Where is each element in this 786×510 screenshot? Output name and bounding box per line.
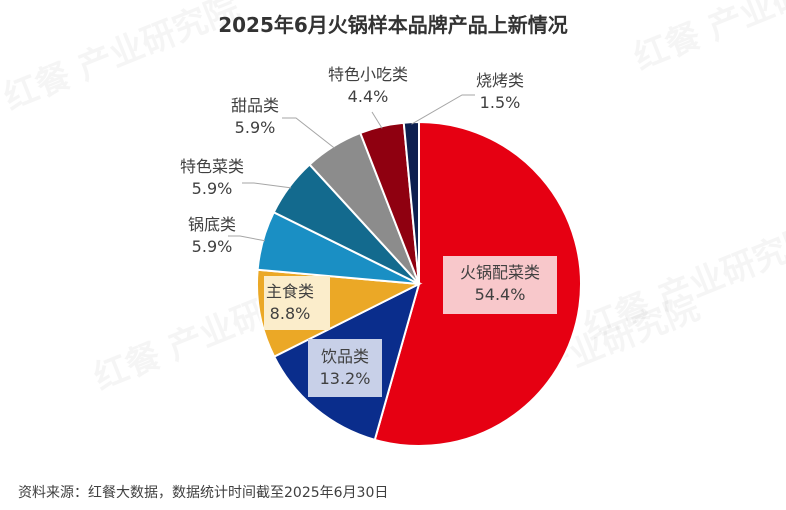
slice-label-3: 锅底类 5.9% bbox=[188, 215, 236, 256]
value-label: 54.4% bbox=[475, 285, 526, 304]
slice-label-box-0 bbox=[443, 256, 557, 314]
category-label: 主食类 bbox=[266, 282, 314, 301]
source-note: 资料来源：红餐大数据，数据统计时间截至2025年6月30日 bbox=[18, 485, 388, 501]
slice-label-box-2 bbox=[264, 276, 330, 330]
chart-title: 2025年6月火锅样本品牌产品上新情况 bbox=[218, 13, 568, 37]
slice-label-0: 火锅配菜类 54.4% bbox=[443, 256, 557, 314]
slice-7 bbox=[402, 120, 420, 285]
value-label: 1.5% bbox=[480, 93, 521, 112]
slice-label-6: 特色小吃类 4.4% bbox=[328, 65, 408, 106]
slice-label-4: 特色菜类 5.9% bbox=[180, 157, 244, 198]
slice-label-2: 主食类 8.8% bbox=[264, 276, 330, 330]
leader-line-4 bbox=[242, 182, 292, 189]
watermark-0: 红餐 产业研究院 bbox=[0, 0, 245, 118]
slice-label-5: 甜品类 5.9% bbox=[231, 96, 279, 137]
category-label: 甜品类 bbox=[231, 96, 279, 115]
leader-line-3 bbox=[228, 235, 265, 242]
category-label: 饮品类 bbox=[321, 347, 369, 366]
slice-label-box-1 bbox=[308, 339, 382, 397]
value-label: 8.8% bbox=[270, 304, 311, 323]
value-label: 13.2% bbox=[320, 369, 371, 388]
leader-lines bbox=[228, 94, 475, 242]
slice-label-1: 饮品类 13.2% bbox=[308, 339, 382, 397]
category-label: 特色小吃类 bbox=[328, 65, 408, 84]
category-label: 特色菜类 bbox=[180, 157, 244, 176]
watermark-3: 红餐 产业研究院 bbox=[628, 0, 786, 78]
leader-line-6 bbox=[371, 111, 383, 129]
value-label: 5.9% bbox=[235, 118, 276, 137]
category-label: 锅底类 bbox=[188, 215, 236, 234]
value-label: 5.9% bbox=[192, 237, 233, 256]
value-label: 5.9% bbox=[192, 179, 233, 198]
leader-line-5 bbox=[282, 117, 335, 149]
leader-line-7 bbox=[411, 94, 475, 125]
slice-labels: 火锅配菜类 54.4% 饮品类 13.2% 主食类 8.8% 锅底类 5.9% 特色菜类 5.9%… bbox=[180, 65, 557, 397]
category-label: 烧烤类 bbox=[476, 71, 524, 90]
category-label: 火锅配菜类 bbox=[460, 263, 540, 282]
value-label: 4.4% bbox=[348, 87, 389, 106]
slice-label-7: 烧烤类 1.5% bbox=[476, 71, 524, 112]
